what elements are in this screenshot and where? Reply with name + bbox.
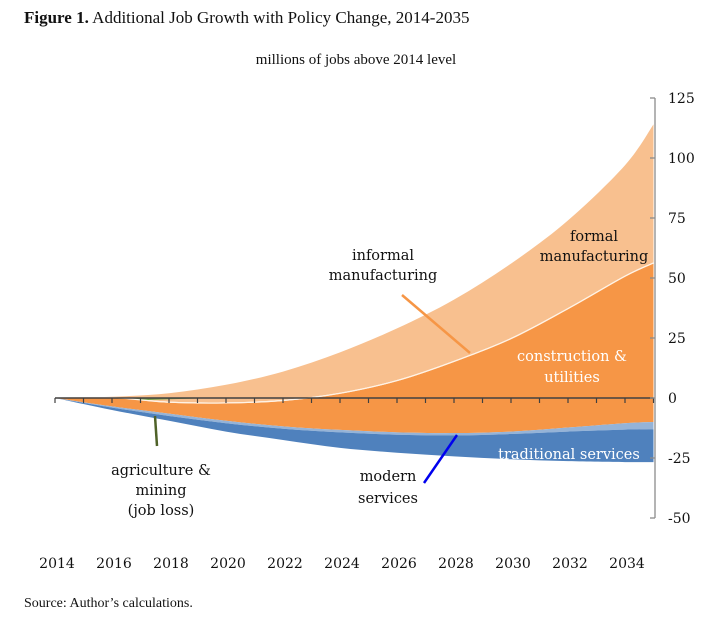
area-construction-utilities — [55, 263, 654, 434]
label-formal-manufacturing-line: manufacturing — [540, 249, 649, 265]
x-tick-label: 2028 — [438, 556, 474, 572]
informal-manufacturing-seam — [54, 262, 654, 404]
y-tick-label: 75 — [668, 211, 686, 227]
label-modern-services-line: modern — [360, 469, 417, 485]
label-construction-utilities-line: construction & — [517, 349, 627, 365]
y-tick-label: -50 — [668, 511, 691, 527]
y-tick-label: 50 — [668, 271, 686, 287]
label-modern-services-line: services — [358, 491, 418, 507]
figure-title: Figure 1. Additional Job Growth with Pol… — [24, 8, 469, 28]
label-construction-utilities-line: utilities — [544, 370, 600, 386]
source-note: Source: Author’s calculations. — [24, 596, 193, 611]
area-traditional-services — [55, 398, 654, 463]
label-traditional-services: traditional services — [498, 447, 640, 463]
label-informal-manufacturing-line: informal — [352, 248, 414, 264]
y-tick-label: 25 — [668, 331, 686, 347]
area-formal-manufacturing — [55, 124, 654, 403]
y-tick-label: 100 — [668, 151, 695, 167]
x-tick-label: 2020 — [210, 556, 246, 572]
label-construction-utilities: construction & utilities — [517, 349, 627, 386]
axes-layer: 125 100 75 50 25 0 -25 -50 2014 2016 2018 2020 2022 2… — [39, 91, 695, 572]
figure-title-text: Additional Job Growth with Policy Change… — [92, 8, 470, 27]
label-agriculture-mining-line: mining — [136, 483, 187, 499]
modern-services-leader — [422, 434, 459, 484]
area-modern-services — [55, 398, 654, 436]
label-informal-manufacturing: informal manufacturing — [329, 248, 438, 284]
figure-label: Figure 1. — [24, 8, 89, 27]
label-informal-manufacturing-line: manufacturing — [329, 268, 438, 284]
informal-manufacturing-leader — [401, 294, 471, 354]
label-formal-manufacturing: formal manufacturing — [540, 229, 649, 265]
x-tick-label: 2014 — [39, 556, 75, 572]
label-modern-services: modern services — [358, 469, 418, 507]
y-tick-label: 125 — [668, 91, 695, 107]
y-tick-label: 0 — [668, 391, 677, 407]
x-tick-label: 2024 — [324, 556, 360, 572]
chart-subtitle: millions of jobs above 2014 level — [255, 52, 457, 68]
label-agriculture-mining: agriculture & mining (job loss) — [111, 463, 211, 519]
label-layer: informal manufacturing formal manufacturing… — [111, 229, 648, 519]
y-tick-label: -25 — [668, 451, 691, 467]
x-tick-label: 2018 — [153, 556, 189, 572]
label-agriculture-mining-line: (job loss) — [128, 503, 195, 519]
label-agriculture-mining-line: agriculture & — [111, 463, 211, 479]
x-tick-label: 2030 — [495, 556, 531, 572]
x-tick-label: 2022 — [267, 556, 303, 572]
agriculture-mining-leader — [153, 415, 159, 447]
area-layer — [54, 124, 654, 463]
x-tick-label: 2034 — [609, 556, 645, 572]
label-formal-manufacturing-line: formal — [570, 229, 618, 245]
x-tick-label: 2026 — [381, 556, 417, 572]
label-traditional-services-line: traditional services — [498, 447, 640, 463]
x-tick-label: 2032 — [552, 556, 588, 572]
x-tick-label: 2016 — [96, 556, 132, 572]
